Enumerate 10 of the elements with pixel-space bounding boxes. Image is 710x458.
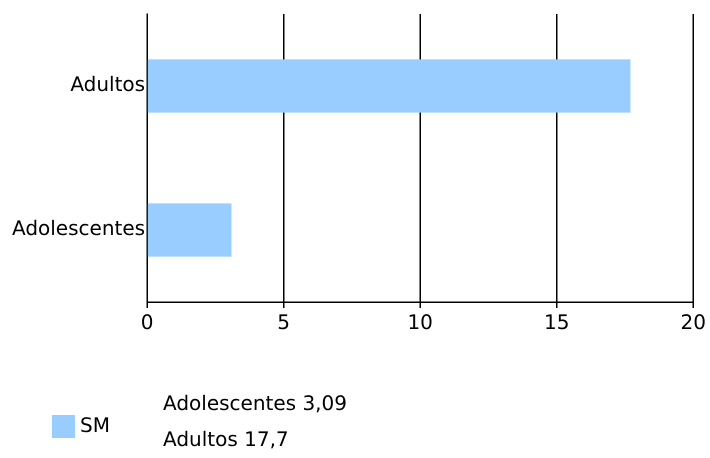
category-label: Adultos 17,7	[163, 427, 289, 452]
x-tick-label: 15	[544, 310, 570, 334]
x-tick-label: 5	[277, 310, 290, 334]
x-tick-label: 10	[407, 310, 433, 334]
y-tick-label: Adolescentes	[12, 216, 146, 240]
legend-label: SM	[80, 413, 110, 438]
y-tick-label: Adultos	[70, 72, 146, 96]
category-label: Adolescentes 3,09	[163, 391, 347, 416]
x-tick-label: 0	[140, 310, 154, 334]
x-tick-label: 20	[680, 310, 706, 334]
